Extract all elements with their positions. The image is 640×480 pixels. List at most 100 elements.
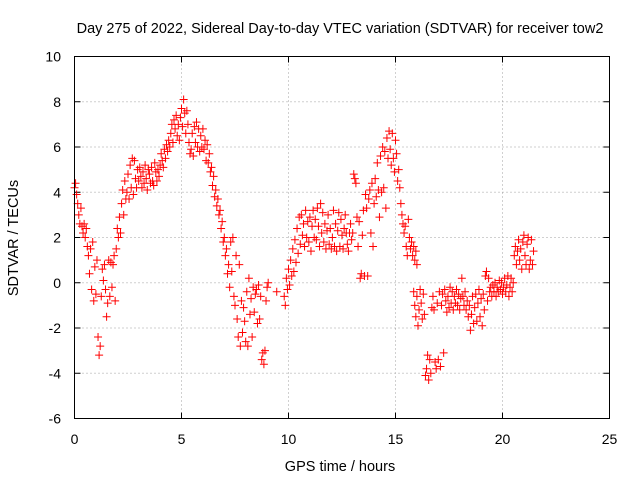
data-point <box>150 158 159 167</box>
data-point <box>450 292 459 301</box>
data-point <box>213 195 222 204</box>
data-point <box>298 231 307 240</box>
data-point <box>74 210 83 219</box>
data-point <box>432 364 441 373</box>
data-point <box>355 217 364 226</box>
data-point <box>149 181 158 190</box>
data-point <box>467 310 476 319</box>
data-point <box>206 167 215 176</box>
data-point <box>428 292 437 301</box>
data-point <box>387 161 396 170</box>
data-point <box>313 204 322 213</box>
x-tick-label: 20 <box>495 431 511 447</box>
data-point <box>367 179 376 188</box>
data-point <box>153 165 162 174</box>
data-point <box>286 256 295 265</box>
y-tick-label: 0 <box>53 275 61 291</box>
data-point <box>143 185 152 194</box>
x-axis-title: GPS time / hours <box>285 459 395 475</box>
data-point <box>514 235 523 244</box>
data-point <box>284 265 293 274</box>
data-point <box>79 228 88 237</box>
data-point <box>479 290 488 299</box>
data-point <box>474 285 483 294</box>
data-point <box>394 165 403 174</box>
data-point <box>163 147 172 156</box>
data-point <box>201 136 210 145</box>
data-point <box>297 210 306 219</box>
data-point <box>523 240 532 249</box>
data-point <box>161 154 170 163</box>
data-point <box>100 260 109 269</box>
data-point <box>89 296 98 305</box>
data-point <box>363 271 372 280</box>
data-point <box>236 342 245 351</box>
data-point <box>508 287 517 296</box>
data-point <box>347 235 356 244</box>
data-point <box>454 290 463 299</box>
data-point <box>312 235 321 244</box>
data-point <box>350 174 359 183</box>
data-point <box>440 285 449 294</box>
data-point <box>351 179 360 188</box>
data-point <box>300 242 309 251</box>
data-point <box>120 176 129 185</box>
data-point <box>462 305 471 314</box>
data-point <box>285 281 294 290</box>
data-point <box>410 256 419 265</box>
data-point <box>222 244 231 253</box>
data-point <box>463 296 472 305</box>
data-point <box>142 174 151 183</box>
data-point <box>125 195 134 204</box>
data-point <box>87 285 96 294</box>
data-point <box>400 228 409 237</box>
data-point <box>362 204 371 213</box>
data-point <box>331 219 340 228</box>
data-point <box>314 222 323 231</box>
data-point <box>461 287 470 296</box>
data-point <box>219 238 228 247</box>
data-point <box>316 199 325 208</box>
data-point <box>366 228 375 237</box>
data-point <box>405 233 414 242</box>
data-point <box>253 319 262 328</box>
data-point <box>135 163 144 172</box>
data-point <box>91 290 100 299</box>
data-point <box>326 224 335 233</box>
data-point <box>528 260 537 269</box>
data-point <box>517 265 526 274</box>
data-point <box>404 215 413 224</box>
data-point <box>472 317 481 326</box>
data-point <box>241 337 250 346</box>
data-point <box>303 217 312 226</box>
data-point <box>130 156 139 165</box>
data-point <box>442 308 451 317</box>
data-point <box>204 158 213 167</box>
data-point <box>170 115 179 124</box>
data-point <box>252 285 261 294</box>
data-point <box>216 206 225 215</box>
data-point <box>90 262 99 271</box>
data-point <box>332 247 341 256</box>
data-point <box>223 269 232 278</box>
data-point <box>510 251 519 260</box>
x-tick-label: 5 <box>178 431 186 447</box>
data-point <box>102 312 111 321</box>
data-point <box>245 310 254 319</box>
data-point <box>416 285 425 294</box>
data-point <box>159 163 168 172</box>
data-point <box>372 192 381 201</box>
data-point <box>402 242 411 251</box>
data-point <box>511 242 520 251</box>
data-point <box>369 242 378 251</box>
data-point <box>116 228 125 237</box>
data-point <box>126 161 135 170</box>
data-point <box>436 362 445 371</box>
data-point <box>189 152 198 161</box>
data-point <box>119 210 128 219</box>
data-point <box>128 154 137 163</box>
data-point <box>520 251 529 260</box>
data-point <box>395 183 404 192</box>
data-point <box>92 256 101 265</box>
data-point <box>441 296 450 305</box>
